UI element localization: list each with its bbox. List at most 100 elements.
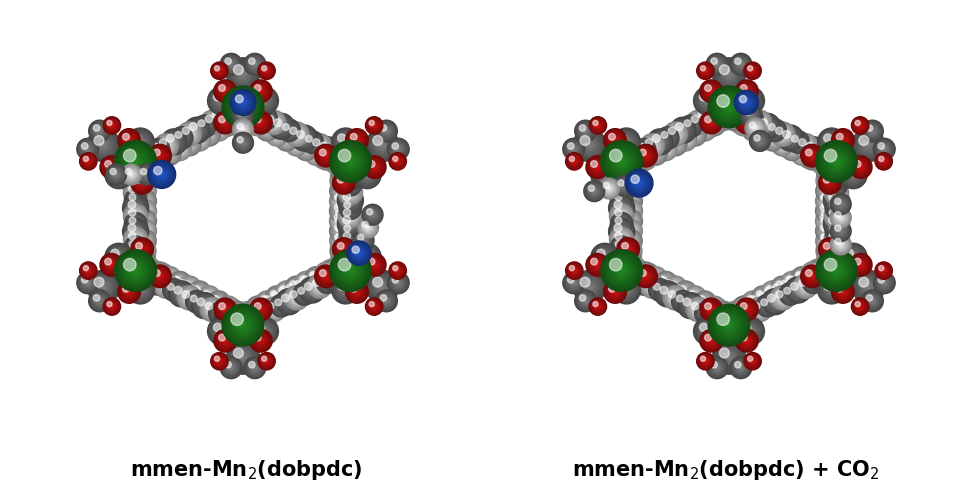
Circle shape [169, 277, 171, 279]
Circle shape [84, 157, 92, 166]
Circle shape [283, 132, 302, 152]
Circle shape [131, 238, 154, 260]
Circle shape [834, 252, 839, 258]
Circle shape [830, 225, 843, 238]
Circle shape [818, 162, 837, 180]
Circle shape [143, 206, 146, 210]
Circle shape [142, 198, 148, 204]
Circle shape [340, 246, 348, 253]
Circle shape [140, 246, 150, 256]
Circle shape [297, 132, 311, 144]
Circle shape [201, 112, 224, 134]
Circle shape [330, 146, 355, 170]
Circle shape [135, 176, 150, 190]
Circle shape [819, 214, 834, 228]
Circle shape [131, 132, 150, 151]
Circle shape [181, 282, 191, 291]
Circle shape [715, 304, 735, 323]
Circle shape [758, 292, 764, 298]
Circle shape [347, 244, 354, 250]
Circle shape [623, 174, 639, 188]
Circle shape [301, 278, 311, 287]
Circle shape [138, 270, 149, 280]
Circle shape [244, 104, 258, 118]
Circle shape [811, 264, 823, 277]
Circle shape [250, 106, 267, 124]
Circle shape [270, 116, 293, 137]
Circle shape [735, 108, 739, 113]
Circle shape [335, 210, 342, 216]
Circle shape [185, 282, 194, 292]
Circle shape [613, 152, 630, 170]
Circle shape [222, 306, 229, 313]
Circle shape [837, 134, 849, 145]
Circle shape [700, 307, 712, 320]
Circle shape [153, 148, 172, 167]
Circle shape [649, 146, 663, 160]
Circle shape [134, 230, 156, 252]
Circle shape [624, 194, 639, 208]
Circle shape [280, 304, 282, 306]
Circle shape [651, 133, 669, 150]
Circle shape [627, 207, 635, 215]
Circle shape [251, 81, 271, 102]
Circle shape [634, 264, 648, 278]
Circle shape [707, 357, 728, 378]
Circle shape [727, 112, 739, 124]
Circle shape [674, 284, 679, 290]
Circle shape [712, 308, 746, 342]
Circle shape [625, 194, 632, 202]
Circle shape [748, 98, 753, 103]
Circle shape [235, 94, 251, 110]
Circle shape [393, 278, 403, 288]
Circle shape [636, 180, 642, 186]
Circle shape [720, 114, 730, 124]
Circle shape [744, 293, 763, 312]
Circle shape [127, 246, 144, 264]
Circle shape [710, 120, 713, 124]
Circle shape [136, 239, 153, 255]
Circle shape [655, 153, 657, 155]
Circle shape [331, 172, 351, 190]
Circle shape [163, 146, 177, 160]
Circle shape [338, 252, 345, 258]
Circle shape [167, 151, 173, 156]
Circle shape [821, 163, 828, 170]
Circle shape [327, 282, 329, 283]
Circle shape [251, 363, 260, 372]
Circle shape [168, 272, 188, 292]
Circle shape [831, 234, 842, 244]
Circle shape [339, 182, 362, 204]
Circle shape [138, 224, 153, 238]
Circle shape [762, 282, 782, 302]
Circle shape [880, 158, 887, 165]
Circle shape [717, 306, 733, 321]
Circle shape [738, 296, 758, 316]
Circle shape [392, 143, 404, 156]
Circle shape [216, 298, 232, 314]
Circle shape [649, 148, 656, 154]
Circle shape [218, 129, 220, 130]
Circle shape [305, 266, 328, 289]
Circle shape [324, 156, 330, 162]
Circle shape [752, 287, 774, 308]
Circle shape [295, 140, 306, 151]
Circle shape [739, 332, 755, 349]
Circle shape [739, 300, 765, 326]
Circle shape [123, 286, 135, 298]
Circle shape [830, 289, 833, 291]
Circle shape [241, 102, 260, 120]
Circle shape [101, 284, 106, 290]
Circle shape [826, 254, 829, 256]
Circle shape [226, 122, 231, 128]
Circle shape [817, 263, 828, 274]
Circle shape [632, 176, 646, 190]
Circle shape [752, 302, 760, 310]
Circle shape [340, 230, 342, 232]
Circle shape [134, 284, 146, 296]
Circle shape [130, 266, 141, 276]
Circle shape [661, 279, 667, 285]
Circle shape [757, 128, 764, 134]
Circle shape [833, 236, 849, 252]
Circle shape [134, 240, 155, 262]
